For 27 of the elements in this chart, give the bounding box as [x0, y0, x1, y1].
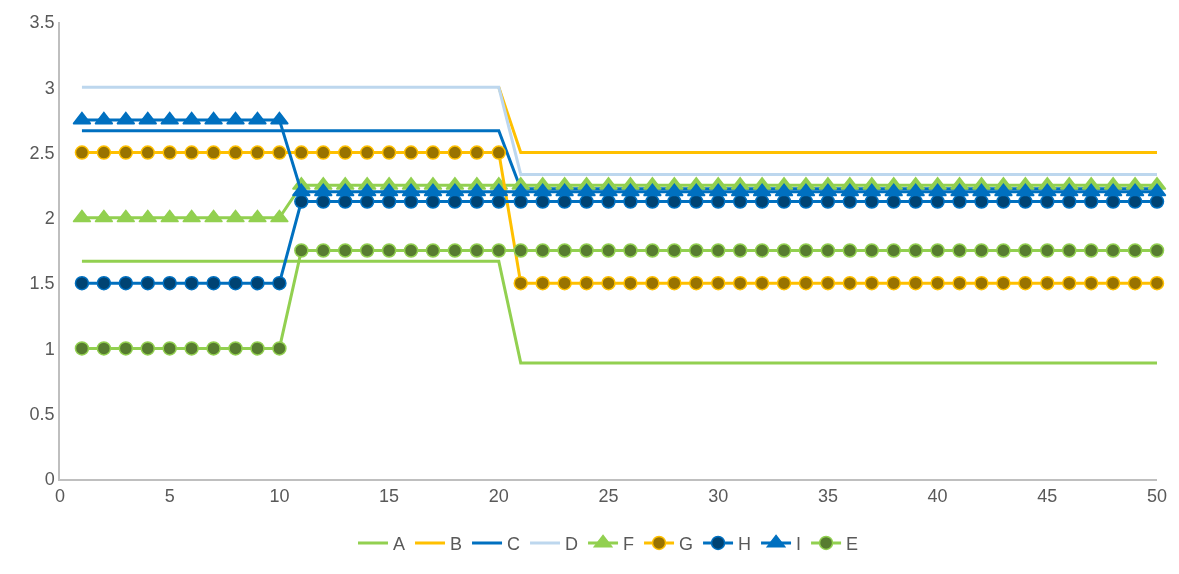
y-tick-label: 3.5 [29, 12, 55, 33]
x-tick-label: 15 [379, 486, 400, 507]
y-tick-label: 3 [44, 77, 55, 98]
legend-label: D [565, 533, 579, 554]
x-tick-label: 30 [708, 486, 729, 507]
legend-label: G [679, 533, 694, 554]
legend-label: F [623, 533, 635, 554]
x-tick-label: 45 [1037, 486, 1058, 507]
y-tick-label: 0.5 [29, 404, 55, 425]
legend-label: I [796, 533, 802, 554]
x-tick-label: 20 [488, 486, 509, 507]
legend-label: C [507, 533, 521, 554]
x-tick-label: 50 [1146, 486, 1168, 507]
x-tick-label: 25 [598, 486, 619, 507]
y-tick-label: 1.5 [29, 273, 55, 294]
legend-label: H [738, 533, 752, 554]
x-tick-label: 5 [164, 486, 175, 507]
y-tick-label: 1 [44, 338, 55, 359]
x-tick-label: 40 [927, 486, 948, 507]
y-tick-label: 0 [44, 469, 55, 490]
x-tick-label: 10 [269, 486, 290, 507]
x-tick-label: 35 [817, 486, 838, 507]
y-tick-label: 2 [44, 208, 55, 229]
legend-label: E [846, 533, 859, 554]
y-tick-label: 2.5 [29, 142, 55, 163]
legend-label: A [393, 533, 406, 554]
legend-label: B [450, 533, 463, 554]
